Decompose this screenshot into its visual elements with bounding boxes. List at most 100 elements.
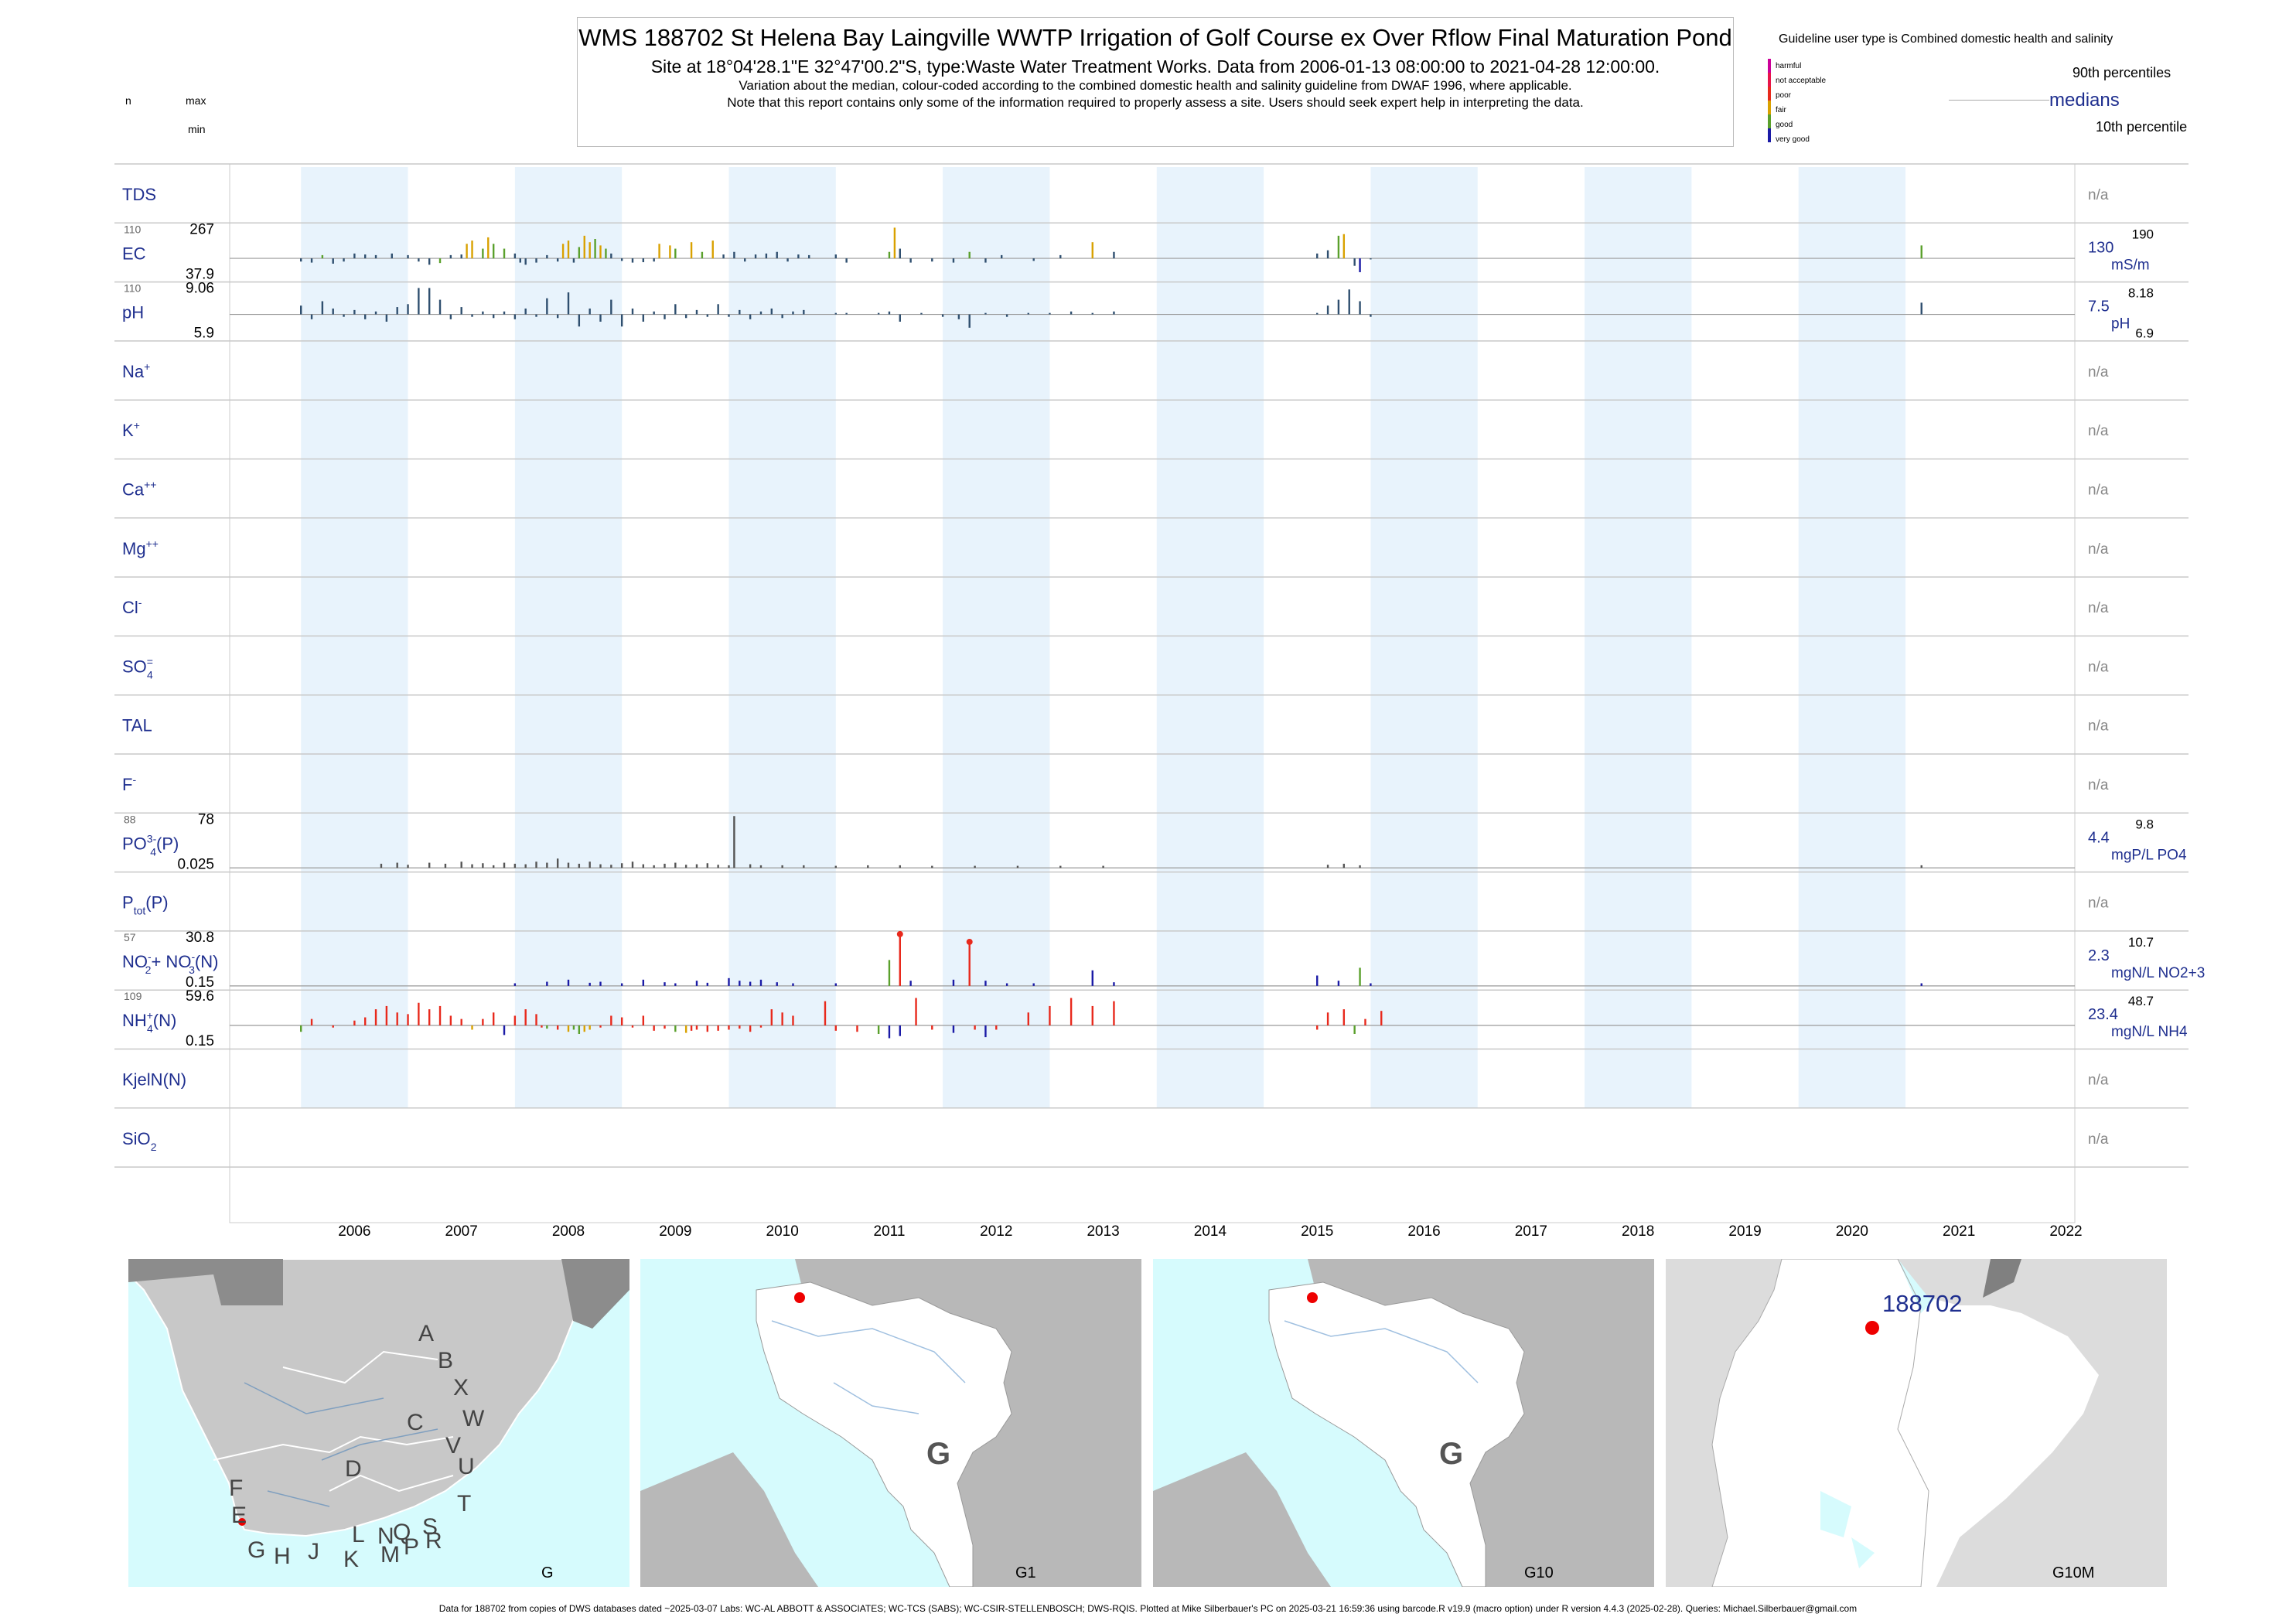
no-data-label: n/a — [2088, 483, 2109, 499]
variable-label: PO3-4(P) — [122, 832, 179, 858]
map-label-g1: G1 — [1015, 1564, 1036, 1581]
variable-label: Na+ — [122, 360, 150, 381]
unit-label: mgP/L PO4 — [2111, 847, 2187, 863]
region-letter: H — [274, 1544, 291, 1569]
unit-label: mgN/L NO2+3 — [2111, 965, 2205, 981]
no-data-label: n/a — [2088, 1131, 2109, 1148]
region-letter: B — [438, 1348, 454, 1373]
year-tick-label: 2012 — [980, 1223, 1012, 1237]
year-band — [1798, 167, 1905, 1108]
legend-swatch — [1768, 87, 1771, 101]
site-description: Site at 18°04'28.1"E 32°47'00.2"S, type:… — [650, 56, 1660, 77]
region-letter: L — [352, 1522, 365, 1547]
variable-label: EC — [122, 244, 146, 263]
map-g10m: 188702 G10M — [1666, 1259, 2167, 1587]
no-data-label: n/a — [2088, 718, 2109, 735]
legend-category-label: poor — [1776, 91, 1792, 100]
year-tick-label: 2013 — [1087, 1223, 1119, 1237]
no-data-label: n/a — [2088, 187, 2109, 203]
median-value: 23.4 — [2088, 1006, 2118, 1023]
unit-label: pH — [2111, 316, 2130, 333]
legend-medians: medians — [2049, 90, 2120, 111]
map-g10-region-letter: G — [1439, 1437, 1464, 1471]
no-data-label: n/a — [2088, 423, 2109, 439]
legend-category-label: fair — [1776, 106, 1786, 114]
legend-swatch — [1768, 59, 1771, 73]
region-letter: U — [458, 1454, 475, 1479]
region-letter: G — [247, 1537, 266, 1563]
no-data-label: n/a — [2088, 541, 2109, 558]
legend-median-line — [1949, 100, 2049, 101]
year-tick-label: 2009 — [659, 1223, 691, 1237]
no-data-label: n/a — [2088, 896, 2109, 912]
no-data-label: n/a — [2088, 1073, 2109, 1089]
map-g10-graphic — [1153, 1259, 1654, 1587]
region-letter: X — [453, 1375, 469, 1401]
min-value: 37.9 — [186, 266, 214, 282]
median-value: 130 — [2088, 239, 2113, 256]
map-g10m-graphic — [1666, 1259, 2167, 1587]
header-max: max — [186, 94, 206, 107]
region-letter: Q — [393, 1520, 411, 1545]
year-band — [1156, 167, 1264, 1108]
no-data-label: n/a — [2088, 364, 2109, 380]
sample-count: 109 — [124, 990, 142, 1002]
region-letter: C — [407, 1410, 424, 1435]
p90-value: 8.18 — [2128, 286, 2154, 301]
region-letter: P — [404, 1534, 420, 1560]
region-letter: J — [308, 1539, 319, 1564]
variable-label: pH — [122, 303, 144, 322]
region-letter: W — [462, 1406, 485, 1431]
map-label-g: G — [541, 1564, 554, 1581]
year-tick-label: 2018 — [1622, 1223, 1654, 1237]
year-band — [728, 167, 836, 1108]
year-band — [943, 167, 1050, 1108]
legend-guideline: Guideline user type is Combined domestic… — [1779, 32, 2113, 46]
year-tick-label: 2017 — [1515, 1223, 1547, 1237]
title-box: WMS 188702 St Helena Bay Laingville WWTP… — [577, 17, 1734, 147]
max-value: 267 — [189, 221, 214, 237]
year-tick-label: 2008 — [552, 1223, 585, 1237]
legend-swatch — [1768, 73, 1771, 87]
legend-p10: 10th percentile — [2096, 119, 2188, 135]
year-band — [514, 167, 623, 1108]
region-letter: V — [445, 1433, 462, 1459]
max-value: 78 — [198, 811, 214, 827]
region-letter: R — [425, 1528, 442, 1554]
footer-text: Data for 188702 from copies of DWS datab… — [438, 1603, 1858, 1614]
legend-category-label: very good — [1776, 135, 1810, 144]
map-g1-graphic — [640, 1259, 1141, 1587]
legend-category-label: not acceptable — [1776, 77, 1827, 85]
p90-value: 9.8 — [2135, 817, 2154, 831]
year-tick-label: 2006 — [338, 1223, 370, 1237]
year-band — [1585, 167, 1692, 1108]
max-value: 30.8 — [186, 930, 214, 946]
year-tick-label: 2019 — [1728, 1223, 1761, 1237]
map-label-g10: G10 — [1524, 1564, 1554, 1581]
map-g1: G G1 — [640, 1259, 1141, 1587]
sample-count: 110 — [124, 223, 142, 235]
site-id-label: 188702 — [1882, 1290, 1963, 1317]
year-tick-label: 2007 — [445, 1223, 478, 1237]
legend-swatch — [1768, 101, 1771, 114]
legend-swatch — [1768, 128, 1771, 142]
max-value: 9.06 — [186, 281, 214, 297]
year-tick-label: 2022 — [2049, 1223, 2082, 1237]
year-tick-label: 2011 — [874, 1223, 906, 1237]
no-data-label: n/a — [2088, 777, 2109, 793]
variable-label: Mg++ — [122, 537, 159, 558]
year-band — [1370, 167, 1478, 1108]
region-letter: F — [229, 1476, 244, 1501]
year-tick-label: 2010 — [766, 1223, 799, 1237]
data-point-marker — [966, 938, 973, 945]
median-value: 4.4 — [2088, 829, 2110, 846]
year-tick-label: 2020 — [1836, 1223, 1868, 1237]
year-band — [301, 167, 408, 1108]
variable-label: TAL — [122, 716, 152, 735]
region-letter: D — [345, 1456, 362, 1482]
variable-label: NH+ 4(N) — [122, 1009, 176, 1035]
region-letter: K — [343, 1547, 360, 1572]
max-value: 59.6 — [186, 988, 214, 1005]
region-letter: M — [380, 1542, 400, 1568]
map-g10: G G10 — [1153, 1259, 1654, 1587]
